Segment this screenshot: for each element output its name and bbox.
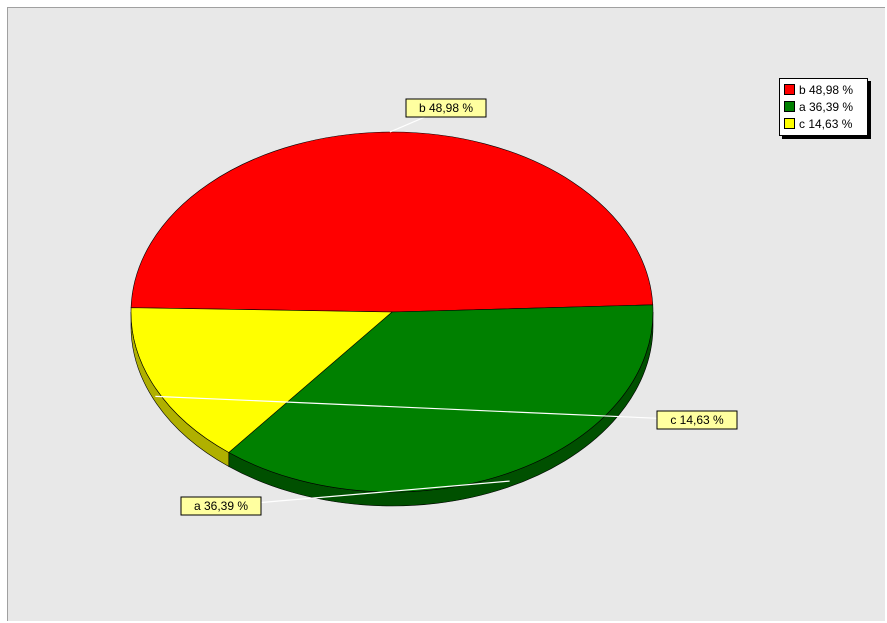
legend-item-c: c 14,63 %: [784, 115, 867, 132]
legend-label-b: b 48,98 %: [799, 82, 854, 97]
pie-slice-a: [228, 304, 654, 493]
leader-line-a: [220, 480, 510, 507]
data-label-a: a 36,39 %: [180, 496, 262, 516]
pie-slice-b: [130, 131, 654, 313]
legend-item-a: a 36,39 %: [784, 98, 867, 115]
pie-slice-c: [130, 307, 393, 453]
legend-label-c: c 14,63 %: [799, 116, 853, 131]
legend-item-b: b 48,98 %: [784, 81, 867, 98]
data-label-c: c 14,63 %: [656, 410, 738, 430]
legend: b 48,98 % a 36,39 % c 14,63 %: [779, 78, 868, 136]
legend-swatch-b: [784, 84, 795, 95]
chart-area: b 48,98 % a 36,39 % c 14,63 % b 48,98 % a …: [7, 7, 885, 621]
pie-chart: b 48,98 % a 36,39 % c 14,63 %: [130, 98, 738, 516]
legend-label-a: a 36,39 %: [799, 99, 854, 114]
legend-swatch-a: [784, 101, 795, 112]
data-label-text-b: b 48,98 %: [419, 101, 473, 115]
leader-line-c: [155, 395, 698, 421]
data-label-b: b 48,98 %: [405, 98, 487, 118]
data-label-text-a: a 36,39 %: [194, 499, 248, 513]
legend-swatch-c: [784, 118, 795, 129]
data-label-text-c: c 14,63 %: [670, 413, 724, 427]
